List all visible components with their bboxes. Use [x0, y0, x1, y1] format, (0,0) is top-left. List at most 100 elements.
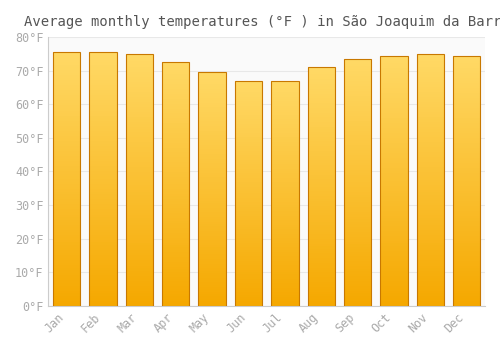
Bar: [235, 114, 262, 117]
Bar: [235, 198, 262, 200]
Bar: [453, 191, 480, 193]
Bar: [308, 118, 335, 120]
Bar: [90, 78, 117, 80]
Bar: [198, 103, 226, 105]
Bar: [417, 220, 444, 223]
Bar: [126, 137, 153, 140]
Bar: [90, 75, 117, 78]
Bar: [271, 267, 298, 270]
Bar: [235, 272, 262, 274]
Bar: [126, 155, 153, 157]
Bar: [453, 241, 480, 243]
Bar: [90, 98, 117, 100]
Bar: [90, 131, 117, 133]
Bar: [126, 197, 153, 200]
Bar: [308, 263, 335, 265]
Bar: [380, 303, 407, 306]
Bar: [126, 97, 153, 99]
Bar: [53, 280, 80, 283]
Bar: [198, 203, 226, 205]
Bar: [126, 89, 153, 92]
Bar: [198, 259, 226, 261]
Bar: [162, 194, 190, 196]
Bar: [271, 225, 298, 227]
Bar: [271, 124, 298, 126]
Bar: [417, 296, 444, 298]
Bar: [90, 245, 117, 247]
Bar: [271, 83, 298, 85]
Bar: [90, 268, 117, 270]
Bar: [308, 272, 335, 275]
Bar: [308, 282, 335, 284]
Bar: [453, 88, 480, 91]
Bar: [90, 192, 117, 194]
Bar: [198, 72, 226, 75]
Bar: [453, 303, 480, 306]
Bar: [271, 211, 298, 214]
Bar: [235, 286, 262, 288]
Bar: [308, 280, 335, 282]
Bar: [235, 263, 262, 265]
Bar: [162, 145, 190, 148]
Bar: [380, 151, 407, 153]
Bar: [90, 169, 117, 171]
Bar: [162, 265, 190, 267]
Bar: [235, 292, 262, 295]
Bar: [126, 175, 153, 177]
Bar: [162, 303, 190, 306]
Bar: [235, 133, 262, 135]
Bar: [308, 191, 335, 194]
Bar: [344, 111, 372, 113]
Bar: [417, 245, 444, 248]
Bar: [198, 82, 226, 84]
Bar: [453, 208, 480, 211]
Bar: [162, 191, 190, 194]
Bar: [308, 287, 335, 289]
Bar: [308, 139, 335, 141]
Bar: [453, 213, 480, 216]
Bar: [53, 136, 80, 139]
Bar: [271, 214, 298, 216]
Bar: [90, 62, 117, 65]
Bar: [308, 218, 335, 220]
Bar: [162, 106, 190, 108]
Bar: [271, 128, 298, 130]
Bar: [344, 276, 372, 279]
Bar: [344, 81, 372, 84]
Bar: [90, 247, 117, 250]
Bar: [271, 110, 298, 112]
Bar: [344, 266, 372, 269]
Bar: [417, 79, 444, 82]
Bar: [126, 162, 153, 165]
Bar: [162, 208, 190, 211]
Bar: [453, 96, 480, 98]
Bar: [198, 191, 226, 194]
Bar: [308, 93, 335, 96]
Bar: [308, 153, 335, 156]
Bar: [53, 172, 80, 174]
Bar: [235, 81, 262, 306]
Bar: [162, 196, 190, 199]
Bar: [271, 85, 298, 88]
Bar: [162, 152, 190, 155]
Bar: [453, 273, 480, 276]
Bar: [53, 78, 80, 80]
Bar: [344, 234, 372, 237]
Bar: [380, 258, 407, 261]
Bar: [198, 75, 226, 77]
Bar: [235, 254, 262, 256]
Bar: [126, 225, 153, 228]
Bar: [126, 82, 153, 84]
Bar: [308, 215, 335, 218]
Bar: [235, 126, 262, 128]
Bar: [162, 62, 190, 65]
Bar: [271, 270, 298, 272]
Bar: [417, 200, 444, 203]
Bar: [453, 166, 480, 168]
Bar: [417, 172, 444, 175]
Bar: [162, 126, 190, 128]
Bar: [126, 69, 153, 71]
Bar: [453, 266, 480, 268]
Bar: [271, 204, 298, 207]
Bar: [53, 230, 80, 232]
